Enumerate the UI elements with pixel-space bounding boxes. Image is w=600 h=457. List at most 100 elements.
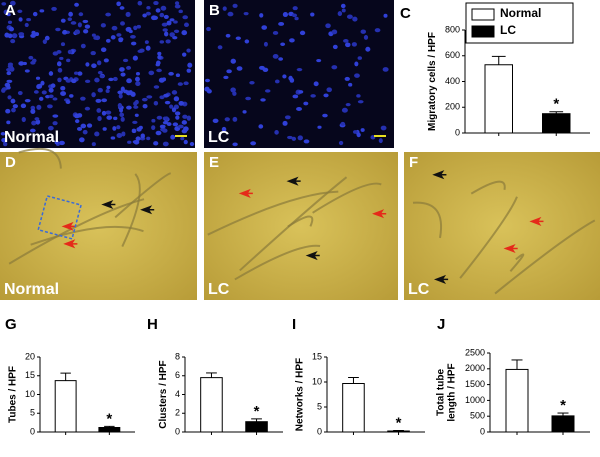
nucleus — [230, 87, 236, 93]
nucleus — [181, 30, 188, 36]
nucleus — [183, 22, 189, 28]
nucleus — [280, 42, 286, 46]
nucleus — [186, 68, 192, 73]
nucleus — [141, 97, 148, 102]
nucleus — [6, 85, 11, 90]
nucleus — [348, 82, 353, 87]
nucleus — [118, 93, 123, 99]
nucleus — [91, 142, 96, 147]
nucleus — [5, 108, 11, 114]
nucleus — [79, 137, 85, 143]
tube — [312, 182, 382, 214]
nucleus — [91, 33, 96, 37]
nucleus — [6, 12, 11, 17]
nucleus — [45, 94, 50, 99]
nucleus — [130, 41, 137, 46]
nucleus — [259, 13, 264, 18]
nucleus — [7, 33, 13, 39]
nucleus — [204, 78, 210, 83]
nucleus — [222, 6, 227, 11]
nucleus — [352, 16, 358, 22]
nucleus — [378, 138, 383, 144]
nucleus — [172, 36, 178, 40]
nucleus — [135, 76, 140, 82]
nucleus — [128, 90, 133, 96]
y-axis-label: Total tube — [436, 369, 447, 416]
nucleus — [343, 39, 349, 43]
nucleus — [120, 21, 125, 26]
nucleus — [148, 70, 155, 76]
nucleus — [126, 105, 132, 110]
nucleus — [144, 40, 149, 44]
nucleus — [169, 32, 175, 38]
tube — [30, 225, 144, 246]
nucleus — [74, 29, 81, 35]
nucleus — [17, 91, 23, 96]
nucleus — [125, 11, 131, 17]
nucleus — [0, 131, 6, 136]
nucleus — [316, 58, 322, 63]
y-tick-label: 0 — [317, 426, 322, 436]
nucleus — [225, 33, 231, 38]
nucleus — [183, 139, 188, 145]
nucleus — [84, 106, 91, 111]
nucleus — [119, 6, 125, 10]
nucleus — [26, 17, 31, 22]
nucleus — [145, 11, 151, 16]
nucleus — [97, 87, 103, 93]
nucleus — [35, 76, 41, 80]
nucleus — [11, 107, 16, 113]
panel-label: Normal — [4, 129, 59, 146]
nucleus — [236, 66, 243, 71]
nucleus — [145, 45, 151, 51]
y-tick-label: 0 — [455, 127, 460, 137]
y-tick-label: 200 — [445, 102, 460, 112]
nucleus — [57, 77, 62, 83]
nucleus — [59, 56, 64, 61]
nucleus — [6, 71, 12, 76]
nucleus — [325, 23, 331, 29]
nucleus — [153, 100, 159, 106]
nucleus — [337, 11, 343, 17]
nucleus — [289, 38, 295, 43]
nucleus — [380, 125, 387, 131]
nucleus — [382, 67, 389, 72]
nucleus — [206, 26, 211, 32]
nucleus — [30, 33, 36, 38]
nucleus — [178, 100, 184, 106]
y-tick-label: 8 — [175, 351, 180, 361]
nucleus — [340, 3, 346, 9]
nucleus — [47, 104, 53, 109]
tube — [494, 219, 596, 295]
nucleus — [42, 39, 47, 45]
y-tick-label: 20 — [25, 351, 35, 361]
nucleus — [187, 62, 193, 68]
nucleus — [135, 136, 141, 141]
nucleus — [292, 94, 299, 99]
nucleus — [30, 128, 36, 133]
nucleus — [132, 140, 139, 144]
nucleus — [291, 13, 298, 18]
nucleus — [232, 142, 238, 147]
nucleus — [282, 74, 287, 79]
nucleus — [97, 70, 103, 75]
panel-label: Normal — [4, 281, 59, 298]
nucleus — [183, 81, 189, 86]
nucleus — [119, 112, 125, 118]
nucleus — [7, 95, 12, 100]
bar — [542, 113, 571, 134]
nucleus — [116, 1, 121, 7]
nucleus — [1, 87, 8, 91]
nucleus — [126, 78, 132, 84]
nucleus — [174, 1, 180, 6]
nucleus — [120, 116, 125, 122]
nucleus — [1, 2, 7, 6]
nucleus — [155, 60, 161, 66]
nucleus — [41, 90, 47, 95]
bar — [200, 377, 223, 433]
nucleus — [165, 39, 171, 44]
nucleus — [341, 107, 348, 113]
nucleus — [97, 116, 102, 122]
nucleus — [91, 63, 97, 69]
nucleus — [18, 32, 25, 37]
